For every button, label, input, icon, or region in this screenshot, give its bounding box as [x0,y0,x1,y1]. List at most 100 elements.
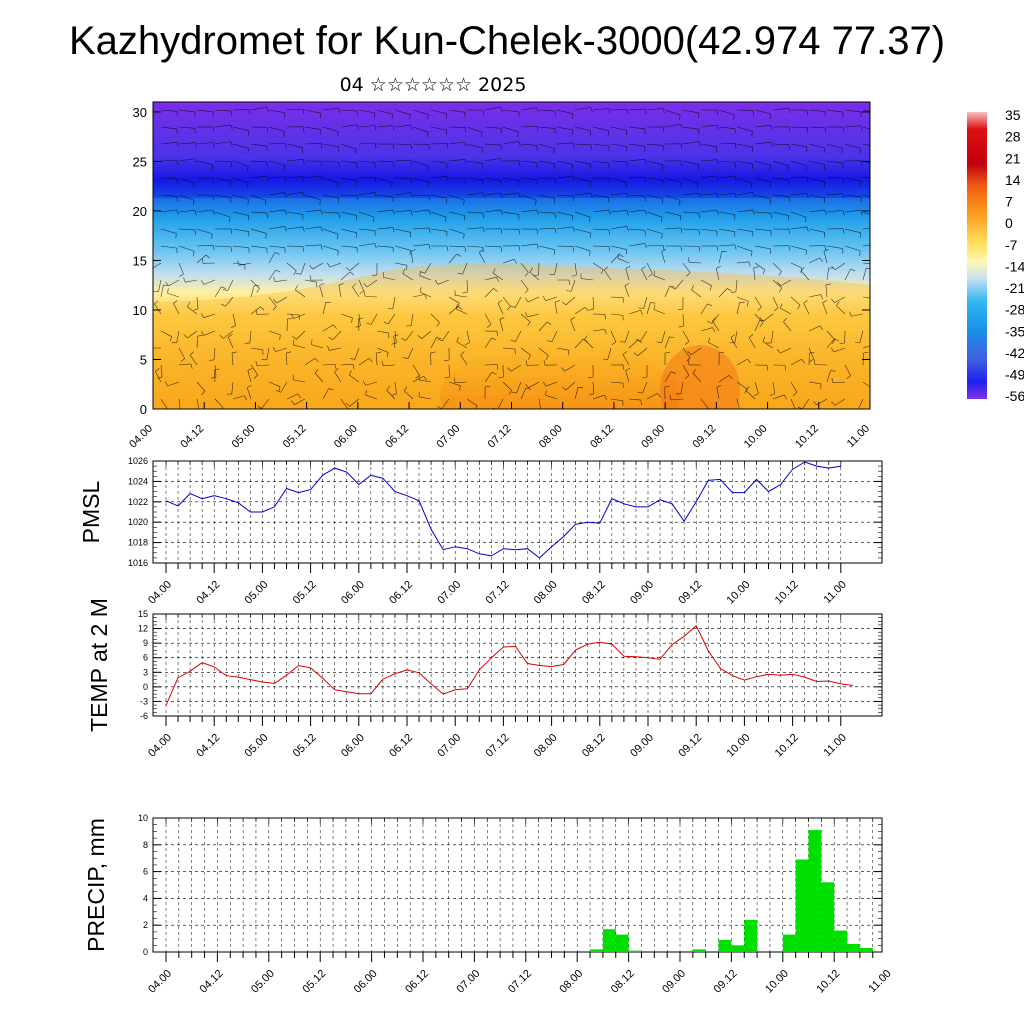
wind-barb [322,388,334,400]
wind-barb [646,160,663,170]
chart-subtitle: 04 ☆☆☆☆☆☆ 2025 [340,74,527,96]
wind-barb [183,330,198,339]
temp-axes: -6 -3 0 3 6 9 12 15 04.00 04.12 05.00 05.12 06.00 06.… [138,609,882,760]
wind-barb [412,294,427,300]
wind-barb [664,177,681,188]
colorbar-label: 21 [1005,150,1021,166]
wind-barb [642,364,648,379]
wind-barb [748,334,756,349]
wind-barb [762,336,774,349]
precip-bar [847,943,860,952]
wind-barb [286,143,303,153]
wind-barb [610,160,628,167]
xtick-label: 09.00 [628,579,656,607]
wind-barb [754,194,771,204]
wind-barb [196,381,206,396]
wind-barb [153,262,162,269]
wind-barb [808,294,823,300]
xtick-label: 11.00 [822,579,849,606]
wind-barb [790,296,801,310]
wind-barb [790,398,796,409]
wind-barb [448,245,466,252]
wind-barb [322,107,341,114]
wind-barb [790,245,807,256]
wind-barb [538,245,555,255]
wind-barb [358,279,365,294]
wind-barb [345,262,360,271]
wind-barb [430,211,447,223]
wind-barb [682,245,701,252]
pmsl-panel: 1016 1018 1020 1022 1024 1026 04.00 04.12 05.00 0… [78,456,883,607]
wind-barb [715,266,721,281]
wind-barb [561,381,576,391]
wind-barb [358,192,377,198]
colorbar-label: -28 [1005,302,1024,318]
wind-barb [444,347,450,362]
wind-barb [561,296,576,306]
wind-barb [402,268,414,281]
wind-barb [275,381,288,393]
wind-barb [753,266,759,281]
wind-barb [394,143,412,150]
wind-barb [160,126,178,134]
wind-barb [160,209,179,215]
wind-barb [292,374,306,383]
wind-barb [273,276,288,282]
wind-barb [777,279,792,287]
wind-barb [376,245,394,253]
wind-barb [322,143,340,152]
wind-barb [419,287,432,298]
wind-barb [412,194,430,201]
wind-barb [592,126,609,136]
wind-barb [268,245,286,253]
pmsl-axes: 1016 1018 1020 1022 1024 1026 04.00 04.12 05.00 0… [128,456,882,607]
wind-barb [718,109,735,120]
xtick-label: 08.12 [580,579,608,607]
wind-barb [502,126,519,137]
wind-barb [772,364,787,371]
wind-barb [545,390,558,400]
wind-barb [268,381,281,392]
wind-barb [862,244,870,247]
wind-barb [214,177,232,186]
wind-barb [646,302,656,315]
xtick-label: 10.12 [814,968,842,996]
precip-bar [782,934,796,952]
wind-barb [814,359,828,366]
wind-barb [574,228,591,238]
wind-barb [484,106,503,113]
wind-barb [460,351,468,366]
precip-bar [834,930,848,952]
wind-barb [525,312,540,318]
wind-barb [862,109,870,111]
wind-barb [574,307,589,315]
wind-barb [772,194,790,202]
precip-panel: 0 2 4 6 8 10 04.00 04.12 05.00 05.12 06.00 06.12 07.… [83,813,894,996]
wind-barb [525,381,540,389]
wind-barb [466,398,478,409]
xtick-label: 07.12 [484,579,512,607]
xtick-label: 10.12 [773,579,801,607]
wind-barb [391,381,397,396]
wind-barb [464,330,470,345]
wind-barb [730,279,738,293]
wind-barb [620,330,630,343]
wind-barb [754,296,762,311]
wind-barb [610,253,624,264]
wind-barb [520,160,538,168]
wind-barb [484,288,498,298]
wind-barb [418,391,432,400]
wind-barb [691,285,702,298]
wind-barb [525,360,540,366]
xtick-label: 04.00 [146,968,174,996]
xtick-label: 06.12 [387,732,415,760]
wind-barb [250,285,260,298]
wind-barb [394,192,413,198]
wind-barb [862,268,870,281]
wind-barb [160,284,169,298]
wind-barb [602,347,612,360]
wind-barb [358,243,377,249]
wind-barb [664,227,683,233]
wind-barb [448,126,467,133]
wind-barb [268,109,286,118]
